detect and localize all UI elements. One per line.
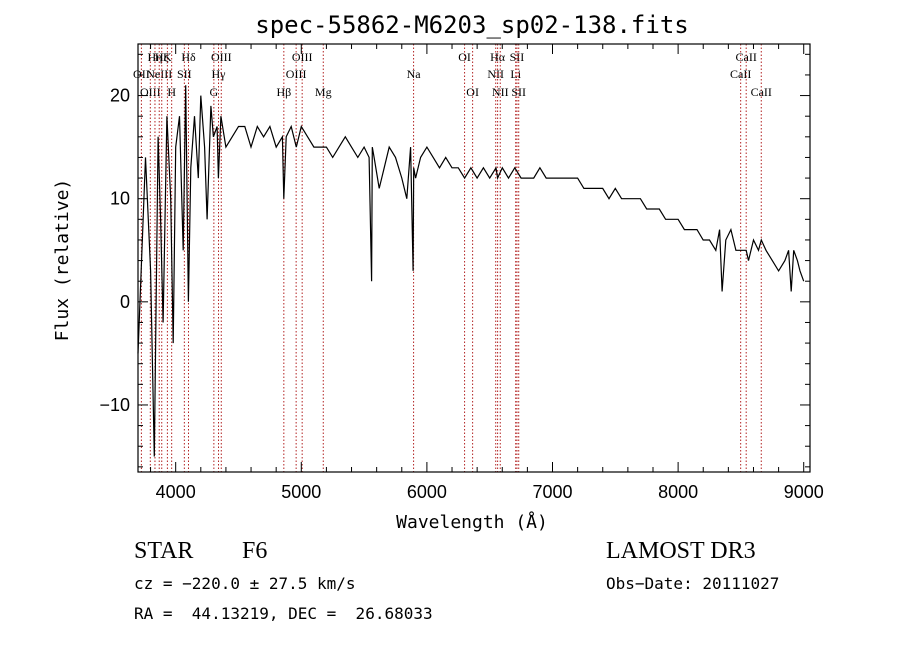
y-tick-label-1: 10	[110, 189, 130, 209]
marker-label-22: Li	[510, 67, 521, 81]
marker-label-6: H	[167, 85, 176, 99]
x-tick-label-2: 6000	[407, 482, 447, 502]
x-tick-label-1: 5000	[281, 482, 321, 502]
marker-label-13: OIII	[286, 67, 307, 81]
y-tick-label-0: 20	[110, 86, 130, 106]
survey-name: LAMOST DR3	[606, 538, 756, 564]
x-tick-label-4: 8000	[658, 482, 698, 502]
marker-label-23: SII	[510, 50, 525, 64]
marker-label-4: Hζ	[155, 50, 169, 64]
marker-label-21: NII	[492, 85, 509, 99]
marker-label-16: Na	[407, 67, 422, 81]
marker-label-1: OIII	[140, 85, 161, 99]
marker-label-15: Mg	[315, 85, 332, 99]
marker-label-9: G	[210, 85, 219, 99]
object-subclass: F6	[242, 538, 268, 564]
line-markers: OIIOIIIHηNeIIIHζKHSIIHδGHγOIIIHβOIIIOIII…	[133, 44, 772, 472]
plot-frame	[137, 43, 811, 473]
marker-label-12: Hβ	[276, 85, 291, 99]
marker-label-19: NII	[487, 67, 504, 81]
marker-label-3: NeIII	[146, 67, 172, 81]
marker-label-20: Hα	[490, 50, 506, 64]
y-tick-label-2: 0	[120, 292, 130, 312]
x-tick-label-5: 9000	[784, 482, 824, 502]
axes: 4000 5000 6000 7000 8000 9000 20 10 0 −10	[99, 44, 824, 502]
observation-date: Obs−Date: 20111027	[606, 574, 780, 593]
marker-label-24: SII	[511, 85, 526, 99]
marker-label-2: Hη	[147, 50, 162, 64]
marker-label-27: CaII	[751, 85, 772, 99]
marker-label-26: CaII	[736, 50, 757, 64]
marker-label-11: OIII	[211, 50, 232, 64]
x-tick-label-3: 7000	[532, 482, 572, 502]
marker-label-8: Hδ	[181, 50, 196, 64]
marker-label-7: SII	[177, 67, 192, 81]
object-class: STAR	[134, 538, 194, 564]
y-tick-label-3: −10	[99, 395, 130, 415]
y-axis-label: Flux (relative)	[52, 179, 73, 342]
marker-label-18: OI	[466, 85, 479, 99]
chart-title: spec-55862-M6203_sp02-138.fits	[255, 11, 688, 39]
marker-label-0: OII	[133, 67, 150, 81]
x-tick-label-0: 4000	[156, 482, 196, 502]
marker-label-5: K	[163, 50, 172, 64]
marker-label-14: OIII	[292, 50, 313, 64]
x-axis-label: Wavelength (Å)	[396, 511, 548, 533]
marker-label-10: Hγ	[212, 67, 227, 81]
ra-dec-coordinates: RA = 44.13219, DEC = 26.68033	[134, 604, 433, 623]
marker-label-17: OI	[458, 50, 471, 64]
spectrum-series-line	[137, 85, 805, 457]
redshift-cz: cz = −220.0 ± 27.5 km/s	[134, 574, 356, 593]
marker-label-25: CaII	[730, 67, 751, 81]
